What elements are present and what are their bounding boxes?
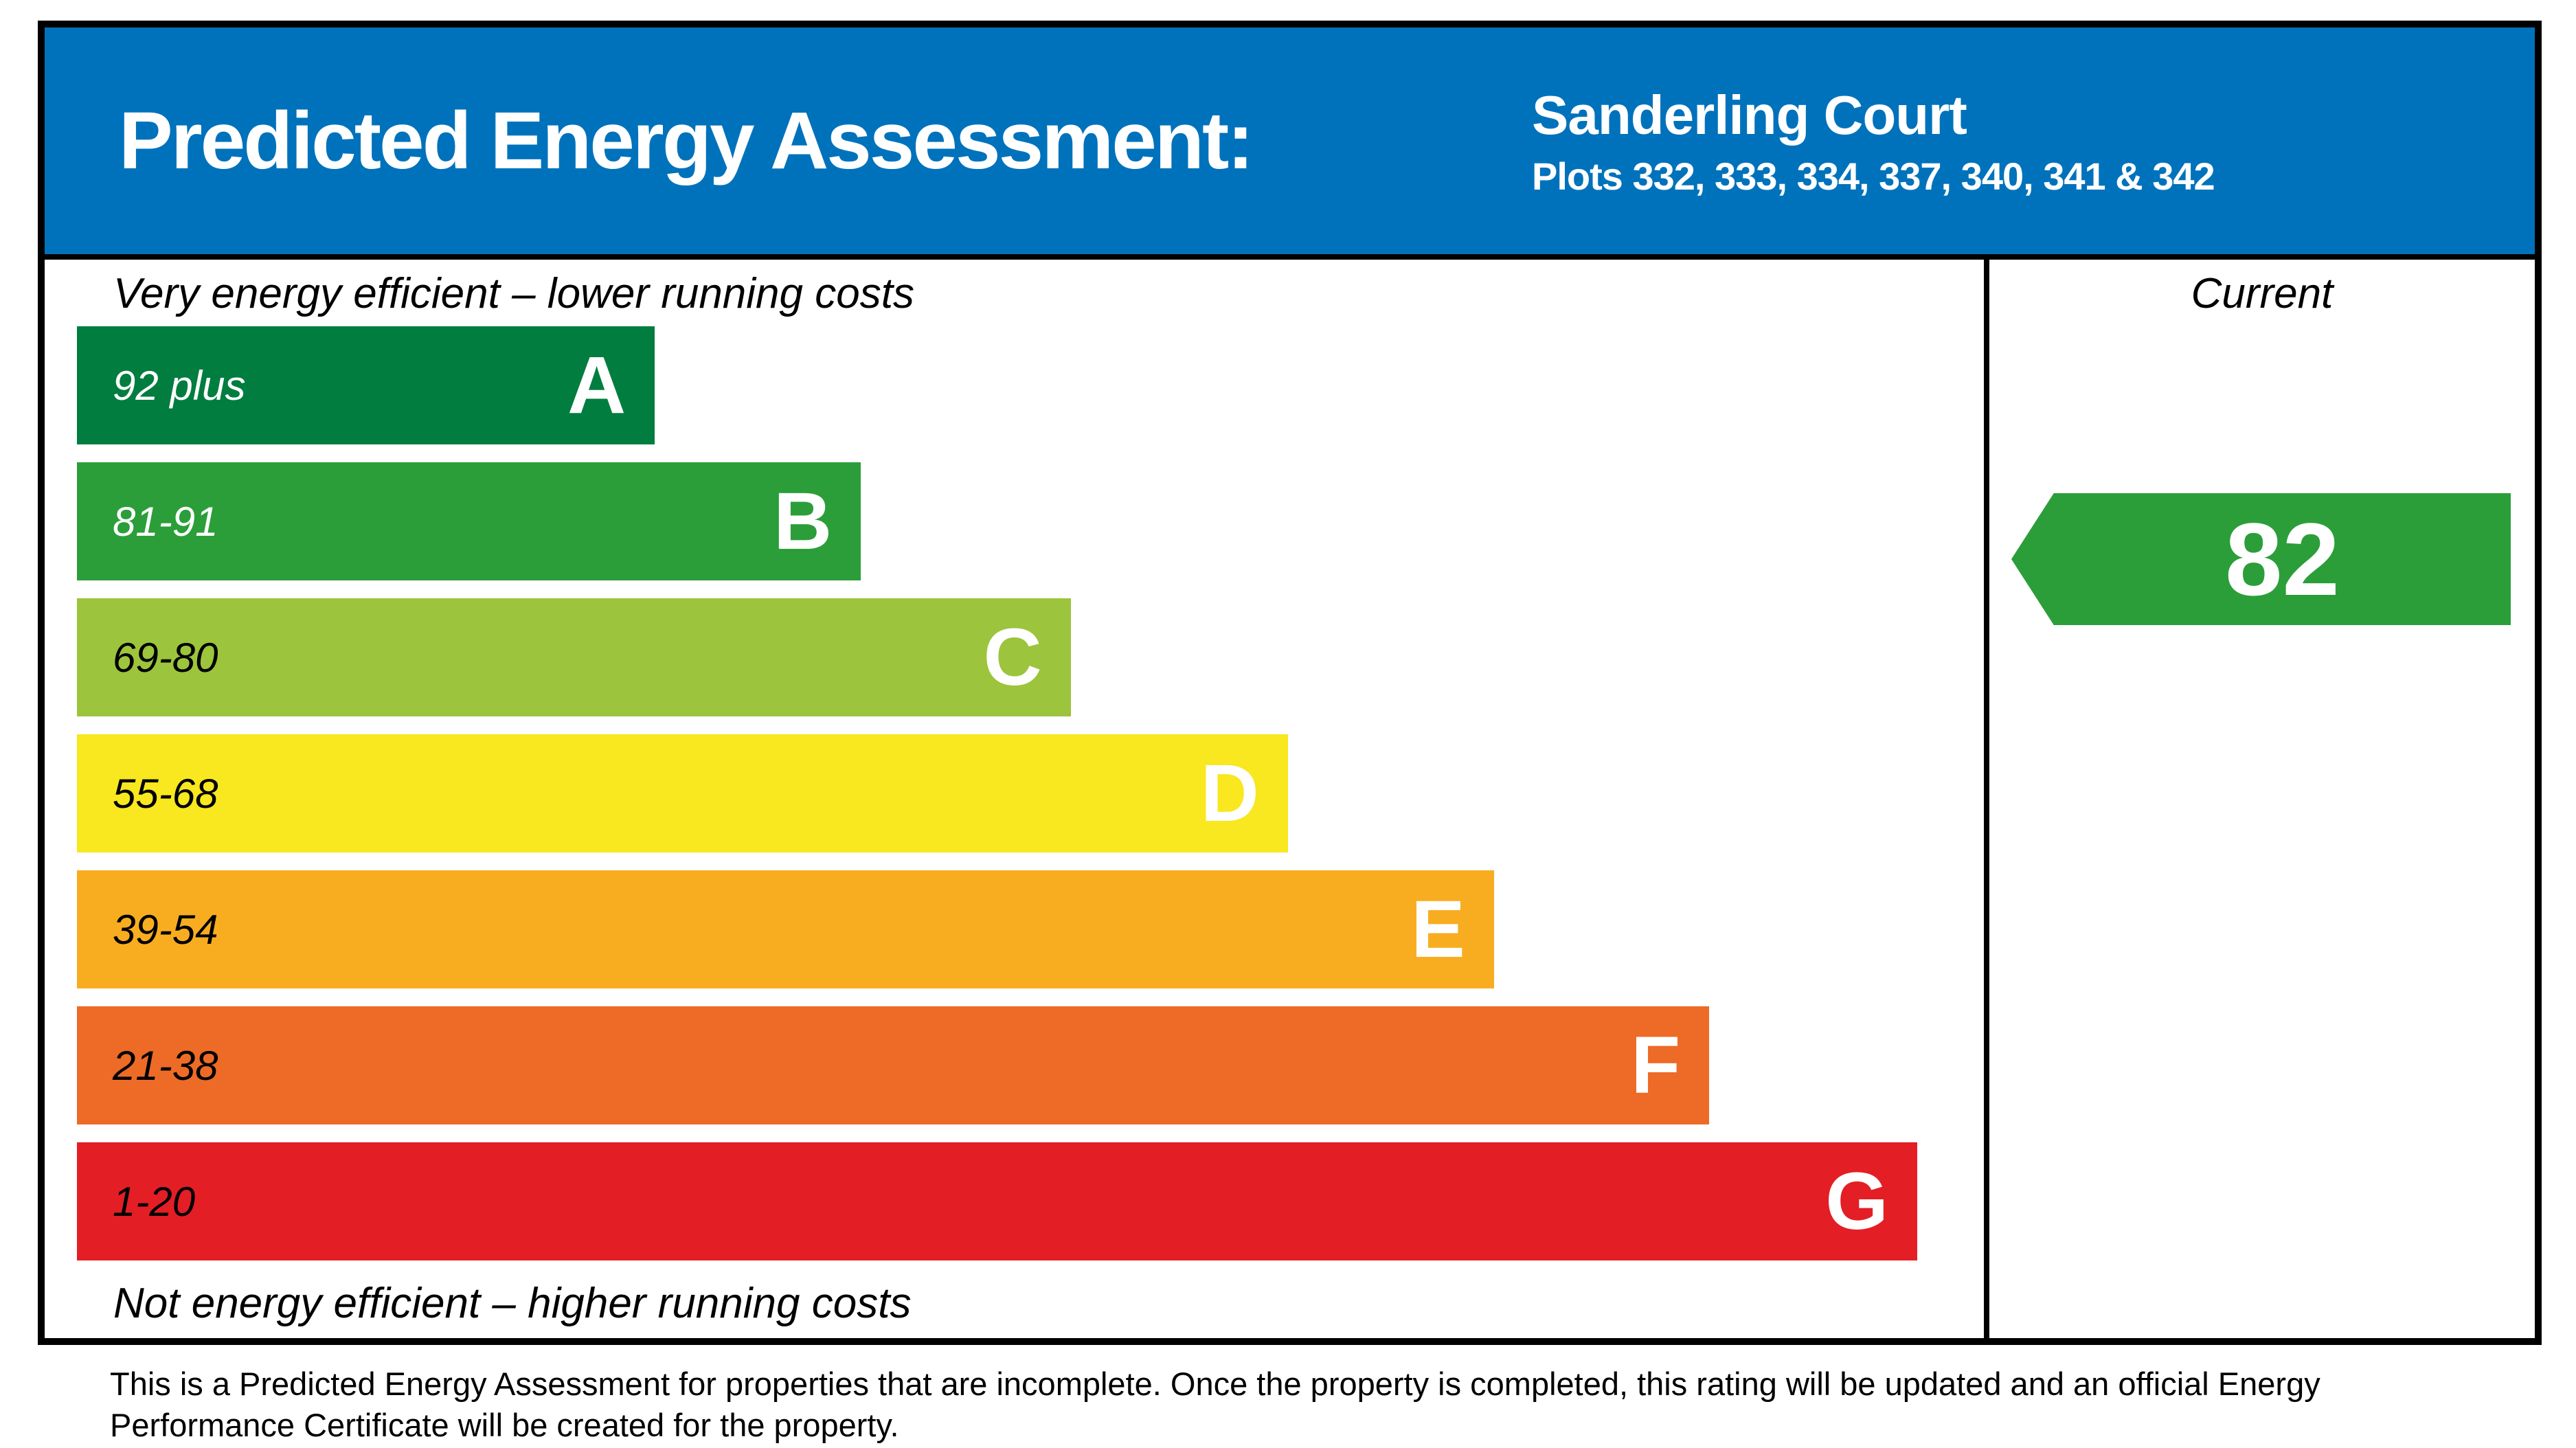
current-rating-value: 82 <box>2225 501 2340 617</box>
property-plots: Plots 332, 333, 334, 337, 340, 341 & 342 <box>1532 154 2215 198</box>
property-block: Sanderling Court Plots 332, 333, 334, 33… <box>1532 27 2215 254</box>
band-bar: 39-54 E <box>77 870 1494 988</box>
band-row-c: 69-80 C <box>77 598 1917 716</box>
page-title: Predicted Energy Assessment: <box>119 95 1254 186</box>
band-range-label: 1-20 <box>113 1178 196 1225</box>
band-row-d: 55-68 D <box>77 734 1917 852</box>
band-bar: 55-68 D <box>77 734 1288 852</box>
band-row-g: 1-20 G <box>77 1142 1917 1260</box>
band-bar: 92 plus A <box>77 326 655 444</box>
band-range-label: 21-38 <box>113 1042 218 1089</box>
band-letter: B <box>773 476 833 567</box>
band-letter: E <box>1411 884 1465 975</box>
certificate-panel: Predicted Energy Assessment: Sanderling … <box>38 21 2542 1345</box>
band-bar: 21-38 F <box>77 1006 1710 1124</box>
band-letter: A <box>567 340 626 431</box>
band-row-f: 21-38 F <box>77 1006 1917 1124</box>
band-letter: D <box>1200 748 1259 839</box>
band-range-label: 92 plus <box>113 362 246 409</box>
band-range-label: 81-91 <box>113 498 218 545</box>
band-letter: G <box>1825 1156 1888 1247</box>
band-row-b: 81-91 B <box>77 462 1917 580</box>
band-range-label: 55-68 <box>113 770 218 817</box>
band-bar: 1-20 G <box>77 1142 1917 1260</box>
band-range-label: 69-80 <box>113 634 218 681</box>
rating-bands: 92 plus A 81-91 B 69-80 C 55-68 D 39-54 … <box>77 326 1917 1278</box>
footer-note: This is a Predicted Energy Assessment fo… <box>110 1366 2320 1444</box>
property-name: Sanderling Court <box>1532 84 1967 146</box>
current-rating-arrow: 82 <box>2011 493 2511 625</box>
band-letter: F <box>1631 1020 1681 1111</box>
current-column-header: Current <box>2191 270 2334 317</box>
header-bar: Predicted Energy Assessment: Sanderling … <box>45 27 2535 260</box>
top-caption: Very energy efficient – lower running co… <box>113 270 914 317</box>
band-letter: C <box>983 612 1042 703</box>
band-bar: 81-91 B <box>77 462 861 580</box>
band-bar: 69-80 C <box>77 598 1071 716</box>
band-row-a: 92 plus A <box>77 326 1917 444</box>
column-divider <box>1984 260 1989 1338</box>
bottom-caption: Not energy efficient – higher running co… <box>113 1280 912 1327</box>
band-row-e: 39-54 E <box>77 870 1917 988</box>
band-range-label: 39-54 <box>113 906 218 953</box>
